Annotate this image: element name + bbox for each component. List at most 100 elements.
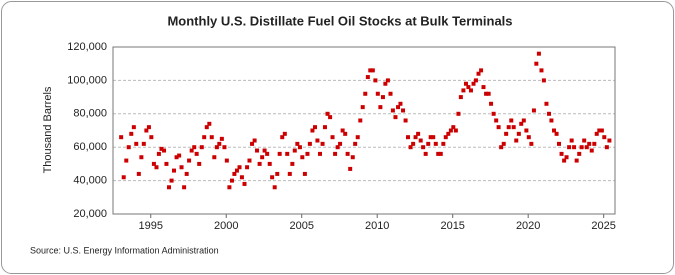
y-axis-label: Thousand Barrels bbox=[42, 86, 54, 173]
point bbox=[184, 171, 189, 176]
point bbox=[126, 145, 131, 150]
point bbox=[396, 105, 401, 110]
point bbox=[484, 91, 489, 96]
point bbox=[456, 111, 461, 116]
point bbox=[355, 135, 360, 140]
point bbox=[481, 85, 486, 90]
point bbox=[227, 185, 232, 190]
point bbox=[463, 81, 468, 86]
point bbox=[582, 138, 587, 143]
y-tick-label: 80,000 bbox=[73, 108, 107, 120]
point bbox=[302, 171, 307, 176]
point bbox=[453, 128, 458, 133]
point bbox=[426, 141, 431, 146]
point bbox=[416, 131, 421, 136]
point bbox=[315, 138, 320, 143]
point bbox=[129, 131, 134, 136]
point bbox=[197, 161, 202, 166]
point bbox=[194, 151, 199, 156]
point bbox=[373, 78, 378, 83]
point bbox=[433, 141, 438, 146]
source: Source: U.S. Energy Information Administ… bbox=[30, 245, 219, 255]
point bbox=[516, 131, 521, 136]
point bbox=[245, 165, 250, 170]
point bbox=[406, 135, 411, 140]
point bbox=[559, 151, 564, 156]
point bbox=[154, 165, 159, 170]
point bbox=[262, 148, 267, 153]
point bbox=[554, 131, 559, 136]
point bbox=[295, 141, 300, 146]
point bbox=[310, 128, 315, 133]
point bbox=[547, 111, 552, 116]
point bbox=[242, 181, 247, 186]
point bbox=[290, 161, 295, 166]
point bbox=[363, 91, 368, 96]
point bbox=[408, 145, 413, 150]
point bbox=[604, 145, 609, 150]
point bbox=[602, 135, 607, 140]
point bbox=[313, 125, 318, 130]
point bbox=[594, 131, 599, 136]
point bbox=[393, 115, 398, 120]
y-tick-label: 40,000 bbox=[73, 175, 107, 187]
point bbox=[275, 171, 280, 176]
x-tick-label: 2000 bbox=[214, 220, 238, 232]
point bbox=[119, 135, 124, 140]
point bbox=[451, 125, 456, 130]
point bbox=[255, 148, 260, 153]
point bbox=[398, 101, 403, 106]
point bbox=[340, 128, 345, 133]
point bbox=[136, 171, 141, 176]
point bbox=[380, 95, 385, 100]
point bbox=[479, 68, 484, 73]
point bbox=[494, 118, 499, 123]
point bbox=[448, 128, 453, 133]
point bbox=[139, 155, 144, 160]
point bbox=[134, 141, 139, 146]
point bbox=[217, 141, 222, 146]
point bbox=[526, 135, 531, 140]
point bbox=[383, 81, 388, 86]
point bbox=[199, 145, 204, 150]
point bbox=[599, 128, 604, 133]
point bbox=[322, 125, 327, 130]
point bbox=[222, 145, 227, 150]
point bbox=[607, 138, 612, 143]
point bbox=[491, 111, 496, 116]
point bbox=[174, 155, 179, 160]
point bbox=[345, 151, 350, 156]
y-tick-label: 60,000 bbox=[73, 141, 107, 153]
point bbox=[556, 141, 561, 146]
point bbox=[162, 148, 167, 153]
point bbox=[534, 61, 539, 66]
point bbox=[343, 131, 348, 136]
point bbox=[413, 135, 418, 140]
point bbox=[159, 146, 164, 151]
y-tick-label: 100,000 bbox=[67, 74, 107, 86]
point bbox=[541, 78, 546, 83]
point bbox=[443, 135, 448, 140]
point bbox=[524, 128, 529, 133]
point bbox=[250, 141, 255, 146]
point bbox=[499, 145, 504, 150]
point bbox=[328, 115, 333, 120]
point bbox=[141, 141, 146, 146]
point bbox=[403, 118, 408, 123]
point bbox=[192, 145, 197, 150]
point bbox=[436, 151, 441, 156]
point bbox=[539, 68, 544, 73]
point bbox=[204, 125, 209, 130]
point bbox=[549, 118, 554, 123]
y-tick-label: 120,000 bbox=[67, 41, 107, 53]
point bbox=[156, 151, 161, 156]
point bbox=[506, 125, 511, 130]
point bbox=[179, 165, 184, 170]
x-tick-label: 2025 bbox=[591, 220, 615, 232]
point bbox=[325, 111, 330, 116]
point bbox=[423, 151, 428, 156]
point bbox=[390, 108, 395, 113]
y-tick-label: 20,000 bbox=[73, 208, 107, 220]
